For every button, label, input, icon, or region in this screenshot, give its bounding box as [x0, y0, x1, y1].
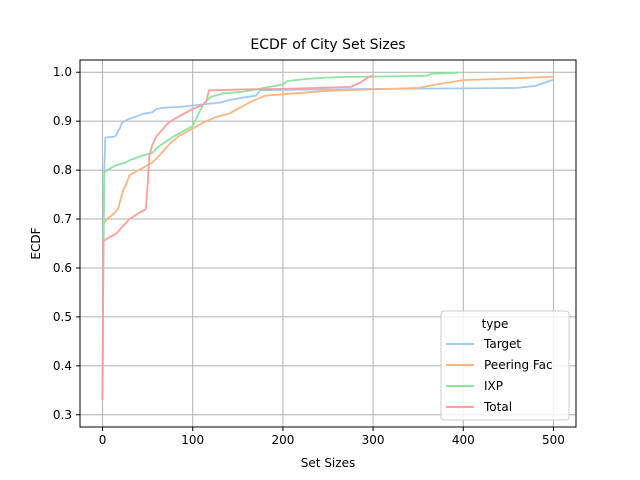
y-tick-label: 0.3	[53, 408, 72, 422]
x-tick-label: 0	[99, 433, 107, 447]
legend-label: Total	[483, 400, 512, 414]
legend-title: type	[482, 317, 509, 331]
plot-frame	[79, 59, 577, 428]
y-tick-label: 0.9	[53, 114, 72, 128]
legend: type Target Peering Fac IXP Total	[440, 310, 570, 421]
y-tick-label: 0.4	[53, 359, 72, 373]
series-lines	[101, 71, 554, 401]
series-line-target	[101, 78, 554, 401]
x-tick-label: 100	[181, 433, 204, 447]
y-tick-label: 0.5	[53, 310, 72, 324]
legend-label: Peering Fac	[484, 358, 553, 372]
legend-label: IXP	[484, 379, 503, 393]
series-line-total	[101, 74, 374, 401]
x-tick-label: 300	[362, 433, 385, 447]
y-tick-label: 1.0	[53, 65, 72, 79]
x-axis-label: Set Sizes	[301, 456, 355, 470]
grid-lines	[80, 60, 576, 427]
legend-label: Target	[483, 337, 521, 351]
axis-ticks: 0 100 200 300 400 500 0.3 0.4 0.5 0.6 0.7 0.8 0.9 1.0	[53, 65, 565, 447]
series-line-ixp	[101, 71, 459, 401]
x-tick-label: 400	[452, 433, 475, 447]
legend-box	[440, 310, 570, 421]
x-tick-label: 200	[271, 433, 294, 447]
x-tick-label: 500	[542, 433, 565, 447]
y-tick-label: 0.7	[53, 212, 72, 226]
y-tick-label: 0.8	[53, 163, 72, 177]
y-axis-label: ECDF	[29, 227, 43, 259]
y-tick-label: 0.6	[53, 261, 72, 275]
series-line-peering-fac	[101, 75, 554, 401]
chart-title: ECDF of City Set Sizes	[250, 37, 405, 53]
